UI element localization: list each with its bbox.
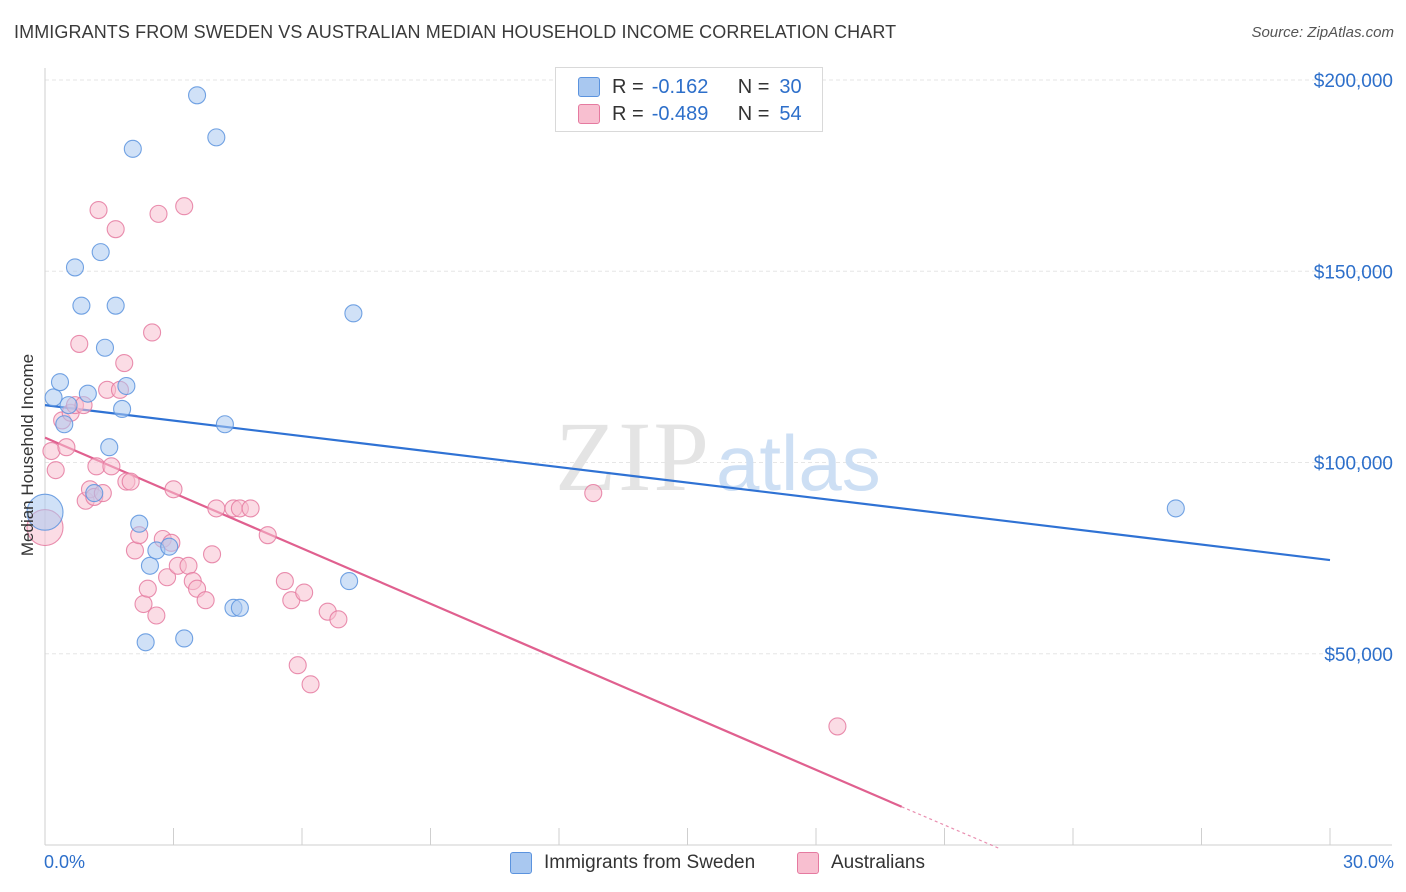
legend-row-australians: R = -0.489 N = 54	[578, 101, 802, 127]
data-point-australians	[301, 675, 320, 694]
data-point-australians	[42, 441, 61, 461]
bottom-legend-australians: Australians	[797, 852, 925, 874]
trend-line-australians	[44, 436, 903, 808]
legend-r-label: R =	[612, 102, 644, 125]
x-tick-max: 30.0%	[1342, 852, 1394, 872]
trend-lines	[44, 404, 1331, 850]
y-tick-labels: $50,000 $100,000 $150,000 $200,000	[1314, 71, 1393, 666]
data-point-australians	[329, 610, 348, 629]
bottom-legend-swatch-sweden	[510, 852, 532, 874]
data-point-australians	[149, 204, 168, 223]
data-point-australians	[196, 591, 215, 610]
data-points	[26, 86, 1185, 736]
source-label: Source: ZipAtlas.com	[1251, 24, 1394, 41]
data-point-australians	[115, 353, 134, 373]
data-point-australians	[179, 556, 198, 575]
data-point-australians	[258, 526, 277, 545]
legend-r-value: -0.489	[651, 102, 709, 125]
data-point-australians	[70, 334, 89, 353]
legend-n-value: 30	[779, 75, 802, 98]
bottom-legend-sweden: Immigrants from Sweden	[510, 852, 755, 874]
data-point-sweden	[113, 399, 132, 419]
data-point-australians	[288, 656, 307, 675]
data-point-sweden	[100, 438, 119, 457]
legend-r-label: R =	[612, 75, 644, 98]
legend-n-label: N =	[737, 75, 770, 98]
data-point-sweden	[50, 373, 70, 392]
data-point-australians	[584, 484, 603, 503]
data-point-sweden	[44, 388, 63, 407]
y-tick-label: $50,000	[1324, 645, 1393, 666]
data-point-australians	[125, 541, 144, 560]
x-tick-min: 0.0%	[44, 852, 86, 872]
watermark-atlas: atlas	[716, 419, 881, 507]
y-tick-label: $200,000	[1314, 71, 1393, 92]
data-point-sweden	[175, 629, 194, 648]
data-point-sweden	[85, 484, 104, 503]
data-point-sweden	[55, 415, 74, 434]
data-point-australians	[147, 606, 166, 625]
data-point-australians	[295, 583, 314, 602]
y-tick-label: $150,000	[1314, 262, 1393, 283]
bottom-legend-label-australians: Australians	[831, 852, 925, 873]
data-point-sweden	[106, 296, 125, 315]
data-point-australians	[158, 568, 177, 587]
legend-swatch-sweden	[578, 77, 600, 97]
data-point-sweden	[230, 598, 249, 617]
watermark: ZIP atlas	[555, 401, 881, 512]
data-point-australians	[102, 457, 121, 476]
data-point-australians	[175, 197, 194, 216]
data-point-australians	[106, 220, 125, 239]
data-point-australians	[164, 480, 183, 499]
data-point-sweden	[59, 396, 78, 415]
data-point-australians	[241, 499, 260, 518]
data-point-australians	[203, 545, 222, 564]
data-point-sweden	[340, 572, 359, 591]
data-point-australians	[275, 572, 294, 591]
data-point-australians	[89, 201, 108, 220]
watermark-zip: ZIP	[555, 401, 711, 512]
correlation-legend: R = -0.162 N = 30 R = -0.489 N = 54	[555, 67, 823, 132]
data-point-sweden	[140, 556, 159, 575]
data-point-sweden	[130, 514, 149, 533]
legend-n-value: 54	[779, 102, 802, 125]
data-point-sweden	[215, 415, 234, 434]
bottom-legend-label-sweden: Immigrants from Sweden	[544, 852, 756, 873]
data-point-sweden	[91, 243, 110, 262]
data-point-australians	[57, 438, 76, 457]
data-point-sweden	[136, 633, 155, 652]
legend-r-value: -0.162	[651, 75, 709, 98]
bottom-legend-swatch-australians	[797, 852, 819, 874]
data-point-australians	[828, 717, 847, 736]
data-point-australians	[207, 499, 226, 518]
data-point-australians	[143, 323, 162, 342]
data-point-sweden	[123, 139, 142, 158]
legend-n-label: N =	[737, 102, 770, 125]
legend-row-sweden: R = -0.162 N = 30	[578, 74, 802, 100]
grid-lines	[45, 79, 1392, 655]
chart-title: IMMIGRANTS FROM SWEDEN VS AUSTRALIAN MED…	[14, 22, 897, 42]
legend-swatch-australians	[578, 104, 600, 124]
data-point-sweden	[26, 493, 64, 531]
data-point-sweden	[78, 384, 97, 403]
y-tick-label: $100,000	[1314, 454, 1393, 475]
data-point-sweden	[188, 86, 207, 105]
trend-line-australians-extension	[901, 806, 1001, 850]
data-point-sweden	[117, 376, 136, 396]
trend-line-sweden	[44, 404, 1331, 562]
data-point-sweden	[344, 304, 363, 323]
y-axis-label: Median Household Income	[18, 353, 37, 557]
data-point-sweden	[1166, 499, 1185, 518]
data-point-australians	[121, 472, 140, 491]
data-point-sweden	[65, 258, 85, 277]
data-point-sweden	[95, 338, 115, 357]
data-point-sweden	[160, 537, 179, 556]
data-point-australians	[46, 461, 65, 480]
data-point-sweden	[72, 296, 91, 315]
data-point-sweden	[207, 128, 226, 147]
data-point-australians	[138, 579, 157, 598]
